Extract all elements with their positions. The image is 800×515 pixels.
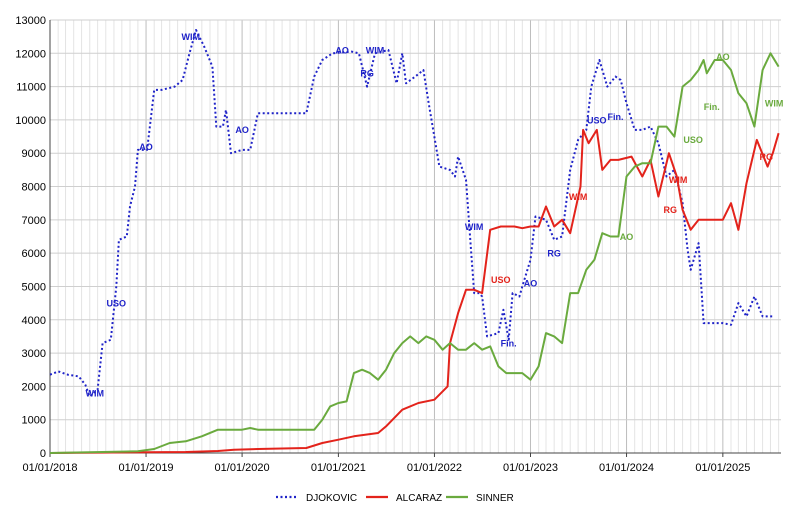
annotation-label: WIM	[765, 99, 784, 109]
annotation-label: AO	[335, 45, 349, 55]
y-tick-label: 12000	[15, 48, 46, 60]
annotation-label: WIM	[465, 222, 484, 232]
series-line-djokovic	[49, 29, 773, 398]
legend-label-alcaraz: ALCARAZ	[396, 493, 442, 504]
annotation-label: WIM	[669, 175, 688, 185]
x-tick-label: 01/01/2022	[407, 462, 462, 474]
legend-label-djokovic: DJOKOVIC	[306, 493, 357, 504]
annotation-label: AO	[524, 278, 538, 288]
chart-grid	[49, 19, 781, 454]
legend-label-sinner: SINNER	[476, 493, 514, 504]
annotation-label: RG	[360, 69, 374, 79]
x-tick-label: 01/01/2018	[22, 462, 77, 474]
annotation-label: AO	[235, 125, 249, 135]
y-tick-label: 8000	[22, 182, 46, 194]
x-tick-label: 01/01/2024	[599, 462, 654, 474]
annotation-label: USO	[683, 135, 703, 145]
x-tick-label: 01/01/2023	[503, 462, 558, 474]
chart-series	[49, 29, 780, 454]
y-tick-label: 11000	[16, 82, 46, 94]
x-tick-label: 01/01/2025	[695, 462, 750, 474]
x-tick-label: 01/01/2020	[215, 462, 270, 474]
annotation-label: WIM	[85, 388, 104, 398]
annotation-label: RG	[663, 205, 677, 215]
annotation-label: Fin.	[607, 112, 623, 122]
annotation-label: USO	[587, 115, 607, 125]
annotation-label: RG	[547, 248, 561, 258]
annotation-label: AO	[139, 142, 153, 152]
y-tick-label: 7000	[22, 215, 46, 227]
annotation-label: AO	[620, 232, 634, 242]
annotation-label: WIM	[182, 32, 201, 42]
x-tick-label: 01/01/2019	[119, 462, 174, 474]
series-line-alcaraz	[49, 128, 780, 454]
annotation-label: Fin.	[704, 102, 720, 112]
chart-legend: DJOKOVIC ALCARAZ SINNER	[276, 493, 514, 504]
annotation-label: USO	[107, 298, 127, 308]
y-tick-label: 6000	[22, 248, 46, 260]
annotation-label: WIM	[366, 45, 385, 55]
annotation-label: Fin.	[501, 338, 517, 348]
annotation-label: AO	[716, 52, 730, 62]
y-tick-label: 5000	[22, 281, 46, 293]
y-tick-label: 3000	[22, 348, 46, 360]
x-tick-label: 01/01/2021	[311, 462, 366, 474]
series-line-sinner	[49, 52, 780, 454]
y-tick-label: 1000	[22, 415, 46, 427]
annotation-label: RG	[760, 152, 774, 162]
chart-axes: 0 1000 2000 3000 4000 5000 6000 7000 8000 9000 100…	[15, 15, 781, 474]
annotation-label: USO	[491, 275, 511, 285]
y-tick-label: 9000	[22, 148, 46, 160]
y-tick-label: 0	[40, 448, 46, 460]
y-tick-label: 10000	[15, 115, 46, 127]
y-tick-label: 2000	[22, 381, 46, 393]
y-tick-label: 4000	[22, 315, 46, 327]
y-tick-label: 13000	[15, 15, 46, 27]
annotation-label: WIM	[569, 192, 588, 202]
